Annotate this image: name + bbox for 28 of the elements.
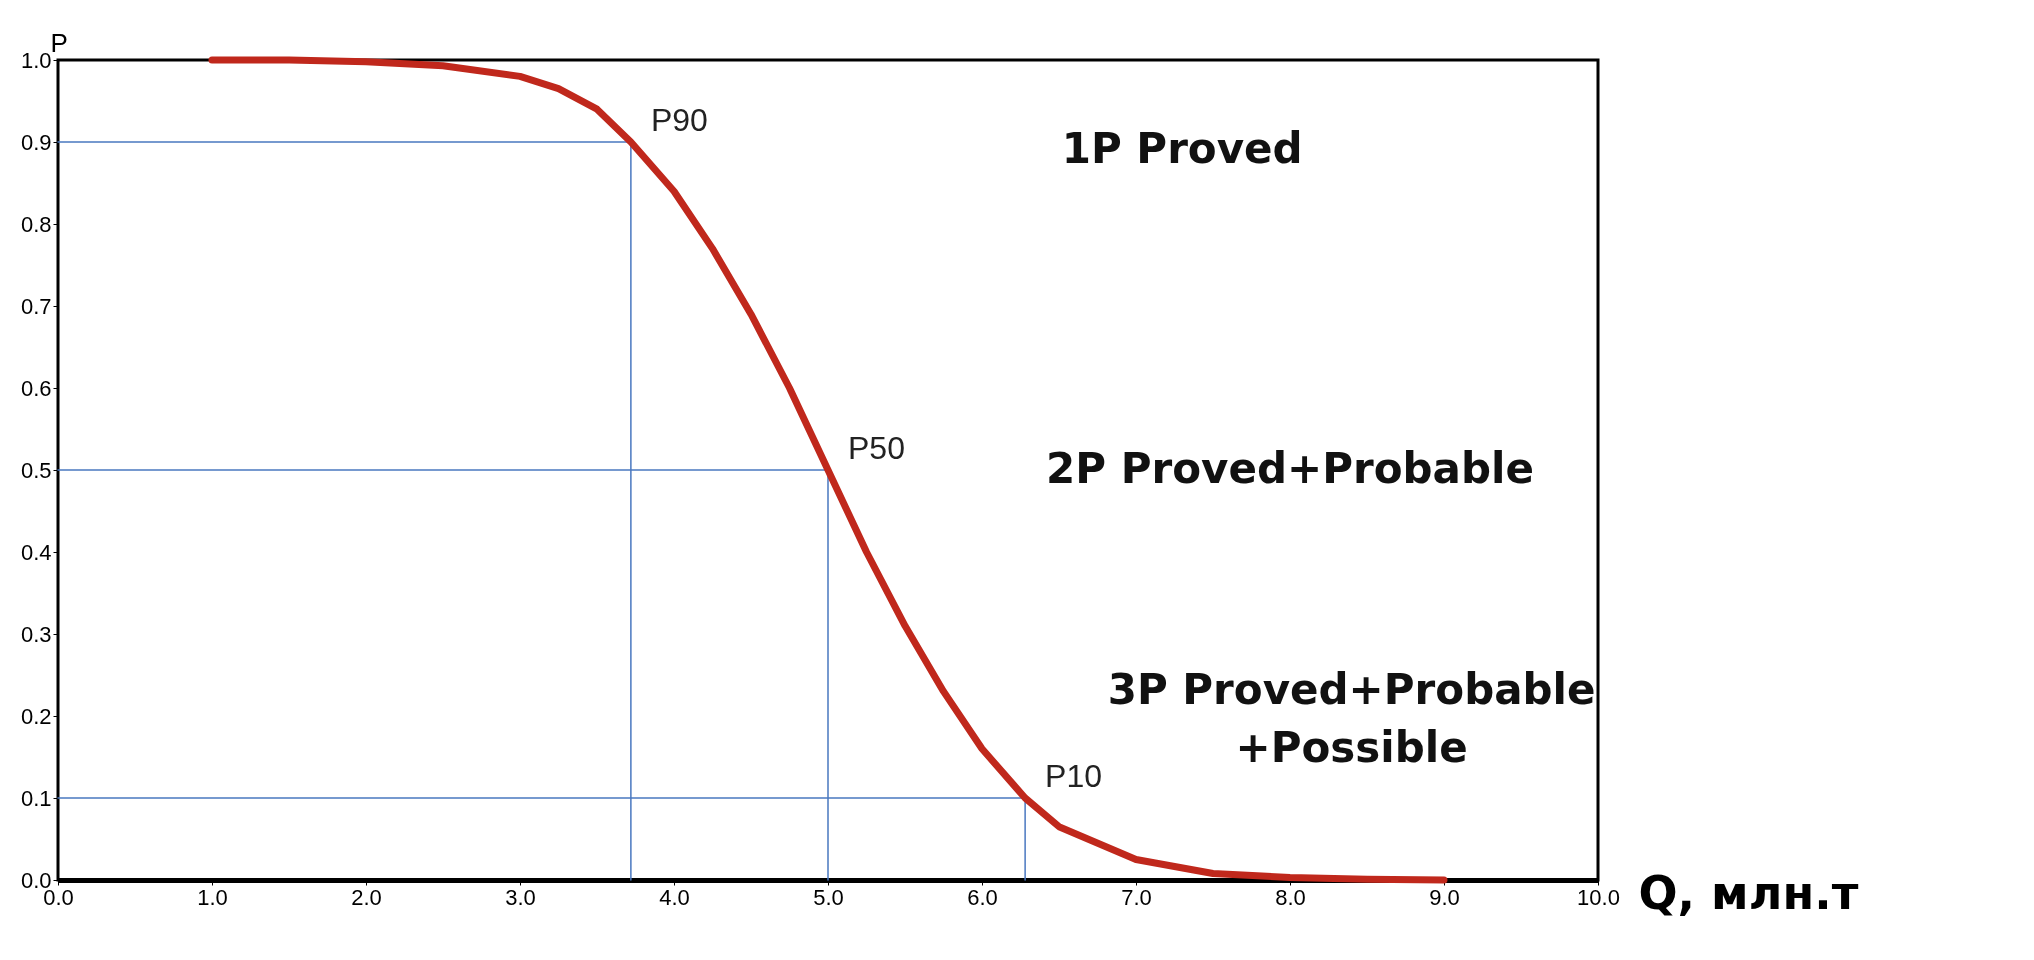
y-tick-label: 0.8: [20, 211, 52, 237]
x-tick-label: 7.0: [1121, 884, 1152, 910]
x-tick-label: 1.0: [197, 884, 228, 910]
annotation: P90: [650, 102, 708, 138]
annotation: P50: [848, 430, 905, 466]
annotation: 1P Proved: [1061, 124, 1303, 174]
x-tick-label: 8.0: [1275, 884, 1306, 910]
y-tick-label: 0.5: [20, 457, 52, 483]
y-tick-label: 0.9: [20, 129, 52, 155]
x-tick-label: 4.0: [659, 884, 690, 910]
y-tick-label: 0.7: [20, 293, 52, 319]
annotation: 3P Proved+Probable +Possible: [1107, 665, 1596, 773]
x-tick-label: 9.0: [1429, 884, 1460, 910]
y-axis-title: P: [50, 27, 68, 58]
y-tick-label: 0.6: [20, 375, 52, 401]
y-tick-label: 1.0: [20, 47, 52, 73]
y-tick-label: 0.4: [20, 539, 52, 565]
y-tick-label: 0.2: [20, 703, 52, 729]
annotation: 2P Proved+Probable: [1046, 444, 1534, 493]
x-axis-title: Q, млн.т: [1638, 865, 1859, 920]
y-tick-label: 0.1: [20, 785, 52, 811]
y-tick-label: 0.3: [20, 621, 52, 647]
x-tick-label: 2.0: [351, 884, 382, 910]
annotation: P10: [1045, 758, 1103, 794]
x-tick-label: 10.0: [1577, 884, 1620, 910]
x-tick-label: 5.0: [813, 884, 844, 910]
x-tick-label: 3.0: [505, 884, 536, 910]
x-tick-label: 6.0: [967, 884, 998, 910]
